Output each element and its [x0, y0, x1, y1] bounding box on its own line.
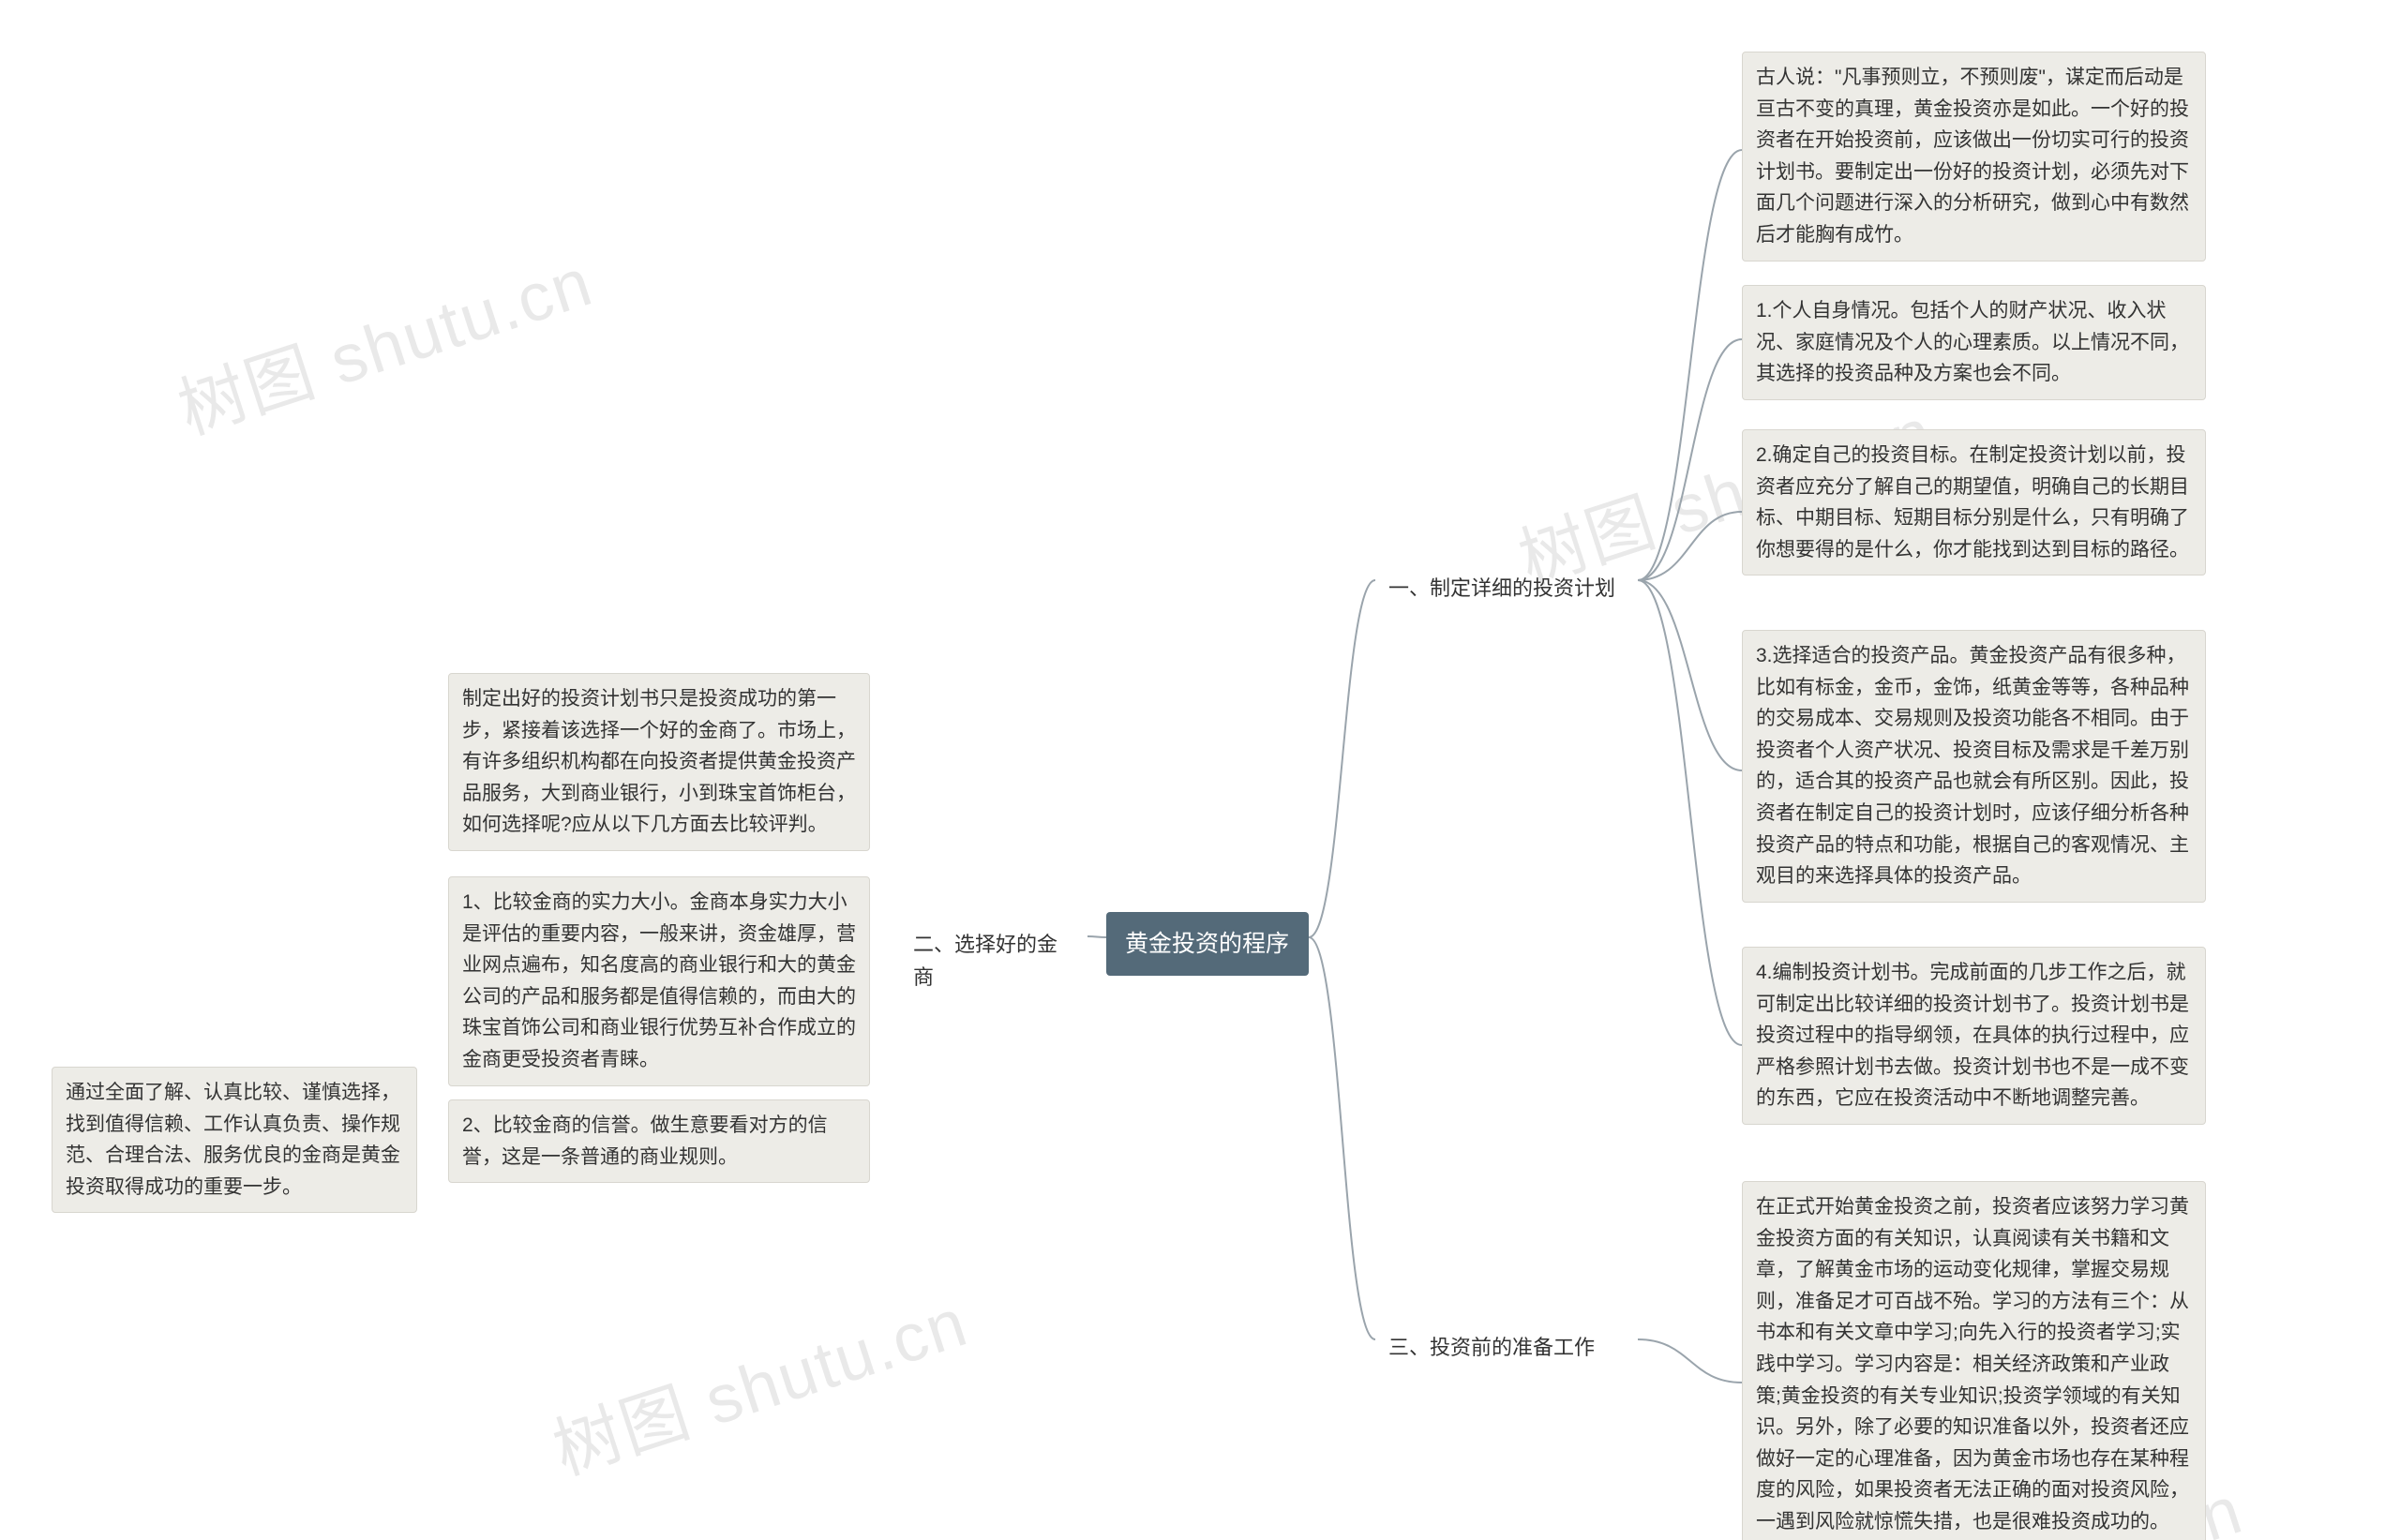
- branch-1-label: 一、制定详细的投资计划: [1388, 576, 1615, 600]
- leaf-text: 2.确定自己的投资目标。在制定投资计划以前，投资者应充分了解自己的期望值，明确自…: [1756, 444, 2189, 561]
- leaf-b1-5: 4.编制投资计划书。完成前面的几步工作之后，就可制定出比较详细的投资计划书了。投…: [1742, 947, 2206, 1125]
- leaf-text: 4.编制投资计划书。完成前面的几步工作之后，就可制定出比较详细的投资计划书了。投…: [1756, 962, 2189, 1109]
- leaf-b1-2: 1.个人自身情况。包括个人的财产状况、收入状况、家庭情况及个人的心理素质。以上情…: [1742, 285, 2206, 400]
- branch-3-label: 三、投资前的准备工作: [1388, 1336, 1595, 1359]
- leaf-b2-2: 1、比较金商的实力大小。金商本身实力大小是评估的重要内容，一般来讲，资金雄厚，营…: [448, 876, 870, 1086]
- leaf-text: 2、比较金商的信誉。做生意要看对方的信誉，这是一条普通的商业规则。: [462, 1114, 828, 1168]
- branch-3: 三、投资前的准备工作: [1375, 1322, 1638, 1373]
- leaf-b2-1: 制定出好的投资计划书只是投资成功的第一步，紧接着该选择一个好的金商了。市场上，有…: [448, 673, 870, 851]
- leaf-text: 制定出好的投资计划书只是投资成功的第一步，紧接着该选择一个好的金商了。市场上，有…: [462, 688, 856, 835]
- root-node: 黄金投资的程序: [1106, 912, 1309, 976]
- leaf-b3-1: 在正式开始黄金投资之前，投资者应该努力学习黄金投资方面的有关知识，认真阅读有关书…: [1742, 1181, 2206, 1540]
- leaf-text: 在正式开始黄金投资之前，投资者应该努力学习黄金投资方面的有关知识，认真阅读有关书…: [1756, 1196, 2189, 1533]
- watermark: 树图 shutu.cn: [539, 1267, 978, 1493]
- leaf-b1-3: 2.确定自己的投资目标。在制定投资计划以前，投资者应充分了解自己的期望值，明确自…: [1742, 429, 2206, 576]
- leaf-text: 通过全面了解、认真比较、谨慎选择，找到值得信赖、工作认真负责、操作规范、合理合法…: [66, 1082, 400, 1198]
- leaf-text: 1、比较金商的实力大小。金商本身实力大小是评估的重要内容，一般来讲，资金雄厚，营…: [462, 891, 856, 1070]
- branch-1: 一、制定详细的投资计划: [1375, 562, 1638, 614]
- leaf-b2-3: 2、比较金商的信誉。做生意要看对方的信誉，这是一条普通的商业规则。: [448, 1099, 870, 1183]
- leaf-text: 1.个人自身情况。包括个人的财产状况、收入状况、家庭情况及个人的心理素质。以上情…: [1756, 300, 2189, 384]
- root-label: 黄金投资的程序: [1125, 931, 1289, 957]
- leaf-text: 古人说："凡事预则立，不预则废"，谋定而后动是亘古不变的真理，黄金投资亦是如此。…: [1756, 67, 2189, 246]
- leaf-b2-3-1: 通过全面了解、认真比较、谨慎选择，找到值得信赖、工作认真负责、操作规范、合理合法…: [52, 1067, 417, 1213]
- leaf-text: 3.选择适合的投资产品。黄金投资产品有很多种，比如有标金，金币，金饰，纸黄金等等…: [1756, 645, 2189, 887]
- leaf-b1-4: 3.选择适合的投资产品。黄金投资产品有很多种，比如有标金，金币，金饰，纸黄金等等…: [1742, 630, 2206, 903]
- branch-2-label: 二、选择好的金商: [913, 933, 1058, 989]
- leaf-b1-1: 古人说："凡事预则立，不预则废"，谋定而后动是亘古不变的真理，黄金投资亦是如此。…: [1742, 52, 2206, 262]
- watermark: 树图 shutu.cn: [164, 227, 603, 453]
- branch-2: 二、选择好的金商: [900, 919, 1088, 1003]
